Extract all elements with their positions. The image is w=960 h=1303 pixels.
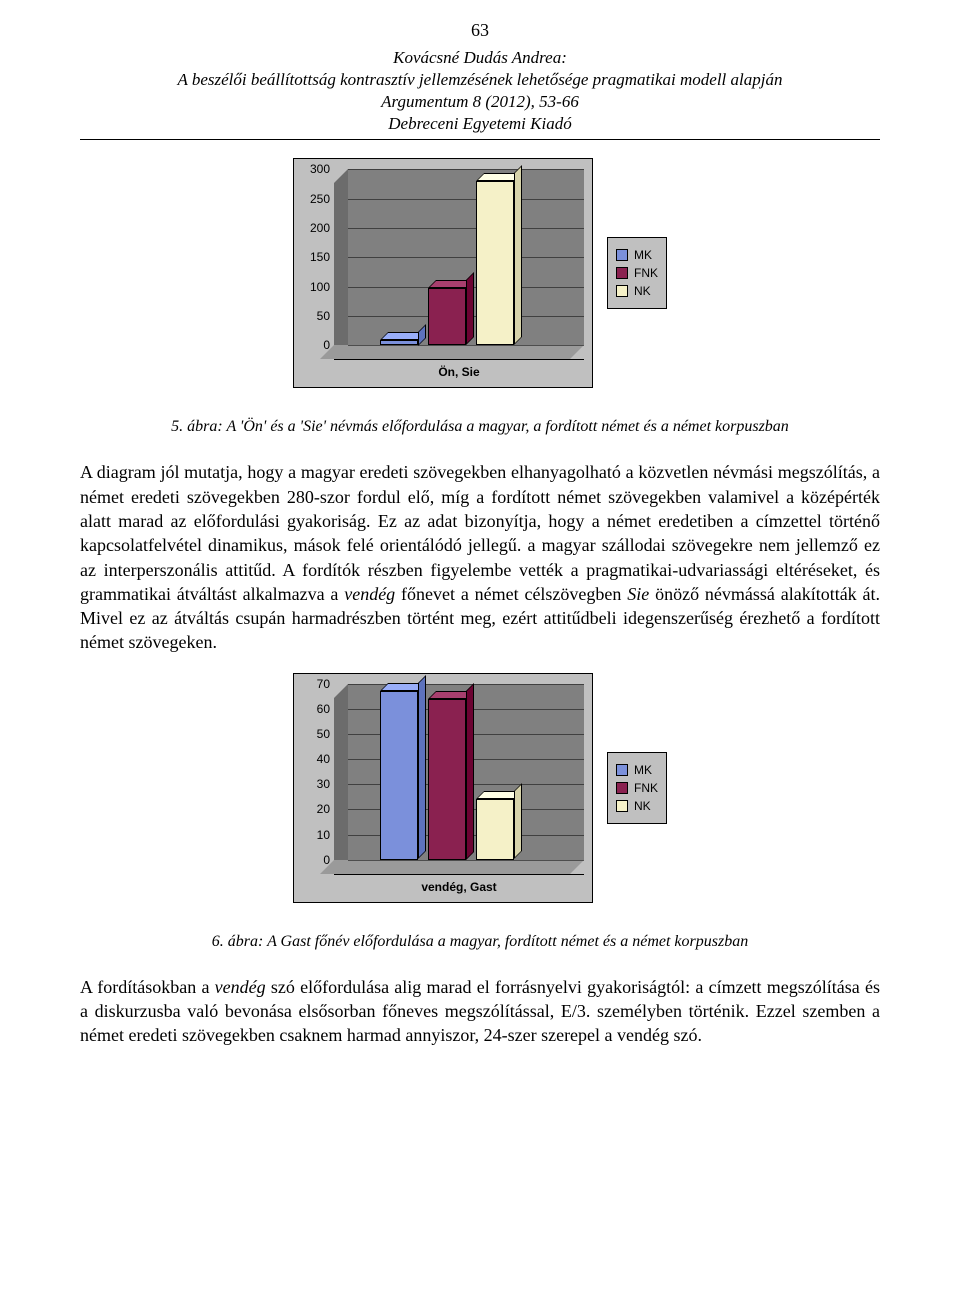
legend-label: FNK [634, 781, 658, 795]
legend-label: MK [634, 248, 652, 262]
y-tick-label: 0 [323, 853, 330, 867]
plot-area: 050100150200250300Ön, Sie [334, 169, 584, 360]
legend-item-fnk: FNK [616, 781, 658, 795]
legend-label: MK [634, 763, 652, 777]
chart-vendeg-gast-legend: MK FNK NK [607, 752, 667, 824]
figure-5-container: 0 50 100 150 200 250 300 Ön, Sie MK FNK NK [80, 158, 880, 388]
header-publisher: Debreceni Egyetemi Kiadó [80, 113, 880, 135]
figure-5-caption: 5. ábra: A 'Ön' és a 'Sie' névmás előfor… [80, 418, 880, 436]
figure-5: 0 50 100 150 200 250 300 Ön, Sie MK FNK NK [293, 158, 667, 388]
bar-fnk [428, 699, 466, 860]
x-axis-label: vendég, Gast [421, 880, 496, 894]
y-tick-label: 200 [310, 221, 330, 235]
legend-item-fnk: FNK [616, 266, 658, 280]
y-tick-label: 250 [310, 192, 330, 206]
legend-item-mk: MK [616, 763, 658, 777]
chart-on-sie: 0 50 100 150 200 250 300 Ön, Sie [293, 158, 593, 388]
legend-swatch [616, 782, 628, 794]
legend-item-mk: MK [616, 248, 658, 262]
legend-swatch [616, 800, 628, 812]
y-tick-label: 40 [317, 752, 330, 766]
legend-label: NK [634, 799, 651, 813]
y-tick-label: 300 [310, 162, 330, 176]
y-tick-label: 50 [317, 309, 330, 323]
grid-line [348, 345, 584, 346]
legend-item-nk: NK [616, 799, 658, 813]
figure-6-container: 0 10 20 30 40 50 60 70 vendég, Gast MK FNK NK [80, 673, 880, 903]
paragraph-1: A diagram jól mutatja, hogy a magyar ere… [80, 460, 880, 654]
bar-fnk [428, 288, 466, 345]
paragraph-2: A fordításokban a vendég szó előfordulás… [80, 975, 880, 1048]
legend-swatch [616, 249, 628, 261]
y-tick-label: 50 [317, 727, 330, 741]
legend-swatch [616, 285, 628, 297]
legend-item-nk: NK [616, 284, 658, 298]
y-tick-label: 70 [317, 677, 330, 691]
y-tick-label: 30 [317, 777, 330, 791]
chart-vendeg-gast: 0 10 20 30 40 50 60 70 vendég, Gast [293, 673, 593, 903]
legend-label: FNK [634, 266, 658, 280]
plot-area: 010203040506070vendég, Gast [334, 684, 584, 875]
y-tick-label: 100 [310, 280, 330, 294]
legend-swatch [616, 764, 628, 776]
page-header: Kovácsné Dudás Andrea: A beszélői beállí… [80, 47, 880, 140]
bar-nk [476, 181, 514, 345]
grid-line [348, 257, 584, 258]
page-number: 63 [80, 20, 880, 41]
y-tick-label: 20 [317, 802, 330, 816]
grid-line [348, 684, 584, 685]
chart-on-sie-legend: MK FNK NK [607, 237, 667, 309]
y-tick-label: 10 [317, 828, 330, 842]
page: 63 Kovácsné Dudás Andrea: A beszélői beá… [0, 0, 960, 1106]
grid-line [348, 228, 584, 229]
grid-line [348, 169, 584, 170]
y-tick-label: 150 [310, 250, 330, 264]
header-author: Kovácsné Dudás Andrea: [80, 47, 880, 69]
bar-mk [380, 340, 418, 346]
x-axis-label: Ön, Sie [438, 365, 479, 379]
y-tick-label: 0 [323, 338, 330, 352]
header-title: A beszélői beállítottság kontrasztív jel… [80, 69, 880, 91]
y-tick-label: 60 [317, 702, 330, 716]
figure-6-caption: 6. ábra: A Gast főnév előfordulása a mag… [80, 933, 880, 951]
grid-line [348, 199, 584, 200]
bar-nk [476, 799, 514, 859]
header-journal: Argumentum 8 (2012), 53-66 [80, 91, 880, 113]
legend-swatch [616, 267, 628, 279]
bar-mk [380, 691, 418, 859]
figure-6: 0 10 20 30 40 50 60 70 vendég, Gast MK FNK NK [293, 673, 667, 903]
legend-label: NK [634, 284, 651, 298]
